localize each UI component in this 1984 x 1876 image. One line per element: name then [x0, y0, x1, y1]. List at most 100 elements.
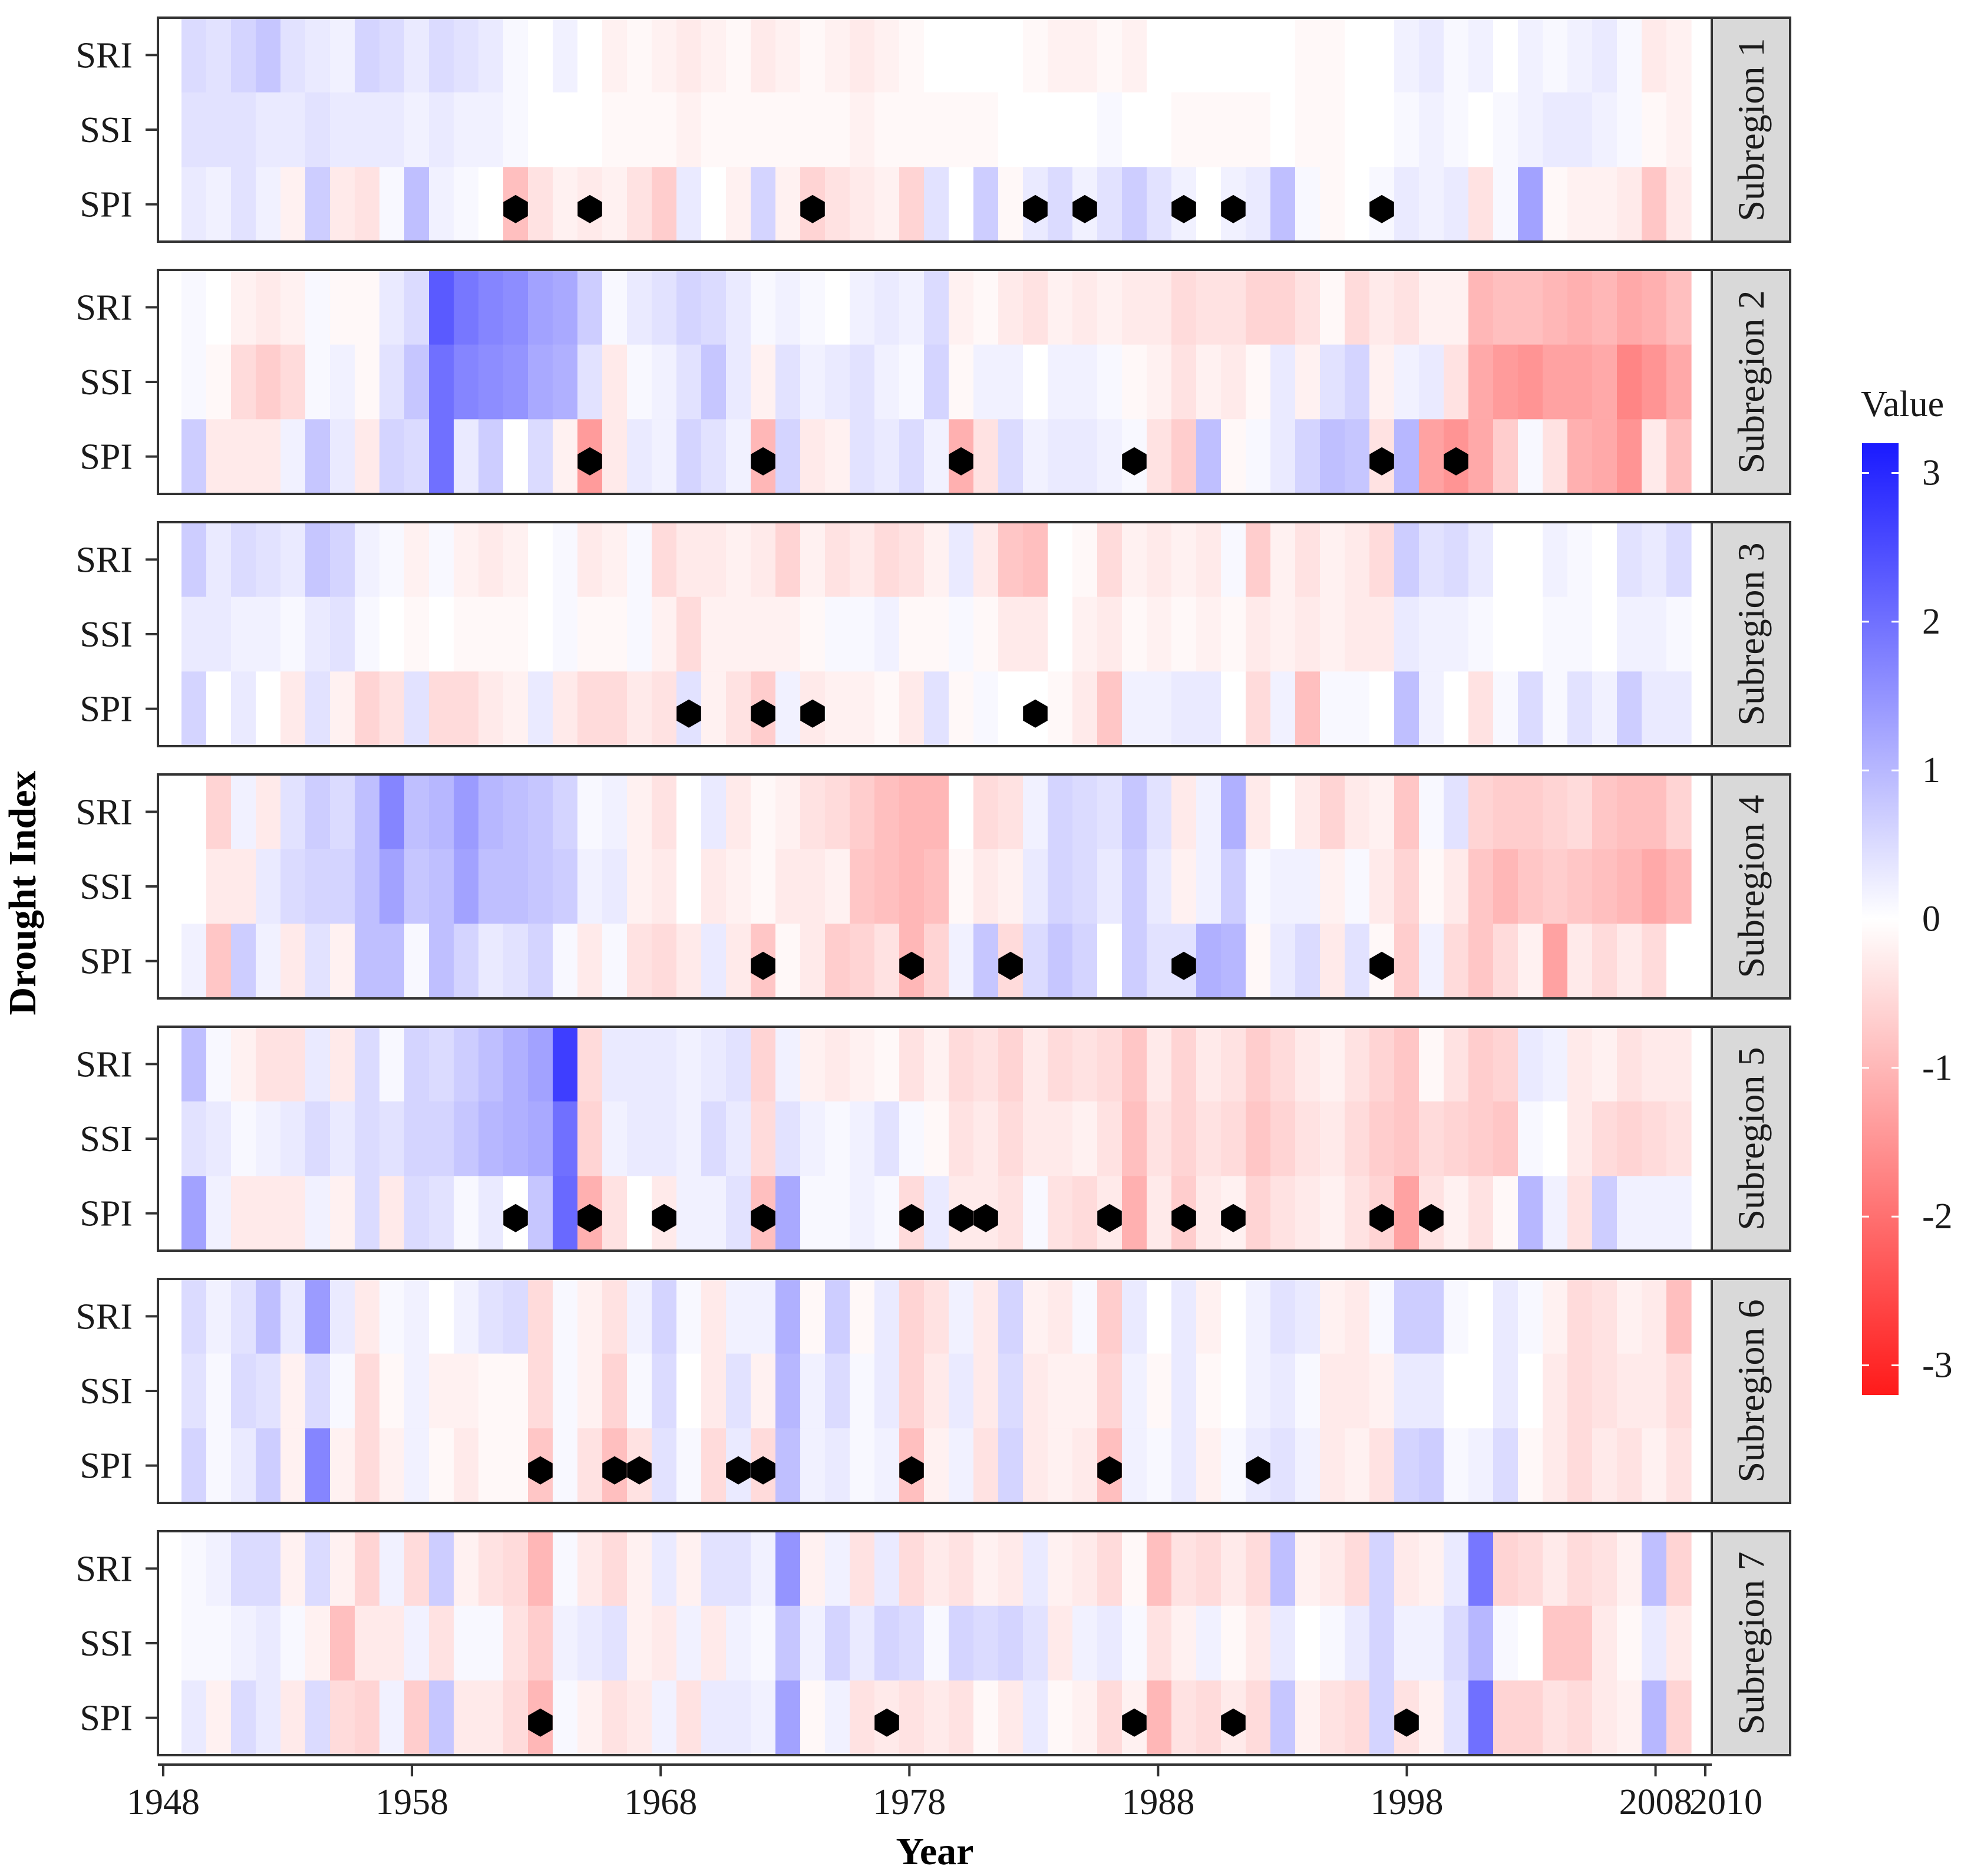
heat-cell [1320, 522, 1345, 598]
heat-cell [1048, 596, 1073, 672]
heat-cell [924, 1176, 949, 1251]
heat-cell [553, 1027, 578, 1102]
heat-cell [1394, 924, 1419, 999]
heat-cell [602, 522, 628, 598]
y-tick-label: SPI [80, 1194, 133, 1234]
heat-cell [899, 671, 925, 747]
heat-cell [577, 774, 603, 850]
heat-cell [1246, 419, 1271, 494]
heat-cell [1023, 1531, 1048, 1607]
heat-cell [1394, 774, 1419, 850]
y-tick-label: SPI [80, 185, 133, 225]
heat-cell [874, 924, 900, 999]
heat-cell [1369, 1279, 1395, 1354]
heat-cell [1147, 1279, 1172, 1354]
heat-cell [181, 849, 207, 924]
heat-cell [181, 92, 207, 167]
heat-cell [379, 596, 405, 672]
heat-cell [1295, 1176, 1321, 1251]
heat-cell [330, 1605, 355, 1681]
heat-cell [1642, 419, 1667, 494]
heat-cell [206, 1531, 232, 1607]
heat-cell [379, 1680, 405, 1756]
heat-cell [1493, 18, 1518, 93]
heat-cell [1419, 1353, 1444, 1429]
heat-cell [1171, 270, 1197, 345]
heat-cell [1518, 419, 1543, 494]
heat-cell [1246, 1279, 1271, 1354]
heat-cell [1666, 167, 1692, 242]
heat-cell [1592, 596, 1617, 672]
heat-cell [206, 1353, 232, 1429]
heat-cell [627, 849, 652, 924]
heat-cell [379, 344, 405, 420]
heat-cell [899, 344, 925, 420]
heat-cell [899, 774, 925, 850]
heat-cell [1493, 1027, 1518, 1102]
heat-cell [478, 522, 504, 598]
heat-cell [404, 849, 430, 924]
heat-cell [1023, 596, 1048, 672]
heat-cell [1221, 1027, 1246, 1102]
heat-cell [1369, 1027, 1395, 1102]
heat-cell [404, 522, 430, 598]
y-tick-label: SSI [80, 110, 133, 150]
heat-cell [1419, 18, 1444, 93]
heat-cell [1468, 1428, 1494, 1504]
heat-cell [627, 774, 652, 850]
heat-cell [1023, 522, 1048, 598]
heat-cell [1567, 419, 1593, 494]
heat-cell [1295, 1680, 1321, 1756]
heat-cell [478, 344, 504, 420]
heat-cell [577, 1680, 603, 1756]
drought-event-marker [1097, 1204, 1122, 1232]
heat-cell [1048, 1531, 1073, 1607]
heat-cell [181, 1531, 207, 1607]
y-tick-label: SRI [76, 288, 133, 328]
heat-cell [726, 1605, 751, 1681]
heat-cell [676, 849, 702, 924]
strip-label: Subregion 5 [1730, 1047, 1772, 1230]
heat-cell [1617, 774, 1642, 850]
heat-cell [701, 849, 727, 924]
heat-cell [1295, 167, 1321, 242]
legend-tick-label: 3 [1922, 453, 1940, 493]
heat-cell [998, 419, 1024, 494]
heat-cell [1196, 1428, 1222, 1504]
heat-cell [503, 1605, 529, 1681]
heat-cell [1543, 167, 1568, 242]
heat-cell [1419, 1680, 1444, 1756]
heat-cell [1369, 522, 1395, 598]
heat-cell [1246, 167, 1271, 242]
heat-cell [330, 18, 355, 93]
heat-cell [602, 18, 628, 93]
heat-cell [1246, 18, 1271, 93]
heat-cell [924, 849, 949, 924]
heat-cell [404, 1353, 430, 1429]
heat-cell [1097, 849, 1123, 924]
heat-cell [652, 1279, 677, 1354]
heat-cell [478, 1531, 504, 1607]
heat-cell [1369, 596, 1395, 672]
heat-cell [1419, 1428, 1444, 1504]
heat-cell [1048, 1027, 1073, 1102]
x-tick-label: 1978 [873, 1782, 946, 1822]
heat-cell [602, 1353, 628, 1429]
heat-cell [1617, 1605, 1642, 1681]
heat-cell [330, 1101, 355, 1176]
heat-cell [775, 671, 801, 747]
heat-cell [1345, 1531, 1370, 1607]
heat-cell [577, 522, 603, 598]
heat-cell [899, 1605, 925, 1681]
heat-cell [1221, 774, 1246, 850]
heat-cell [1171, 774, 1197, 850]
heat-cell [503, 1680, 529, 1756]
heat-cell [627, 522, 652, 598]
heat-cell [404, 671, 430, 747]
heat-cell [1072, 924, 1098, 999]
heat-cell [850, 1027, 875, 1102]
heat-cell [1666, 1353, 1692, 1429]
heat-cell [1072, 1279, 1098, 1354]
y-tick-label: SRI [76, 792, 133, 832]
heat-cell [1468, 1027, 1494, 1102]
